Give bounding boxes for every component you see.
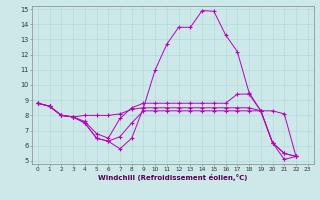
X-axis label: Windchill (Refroidissement éolien,°C): Windchill (Refroidissement éolien,°C) [98, 174, 247, 181]
